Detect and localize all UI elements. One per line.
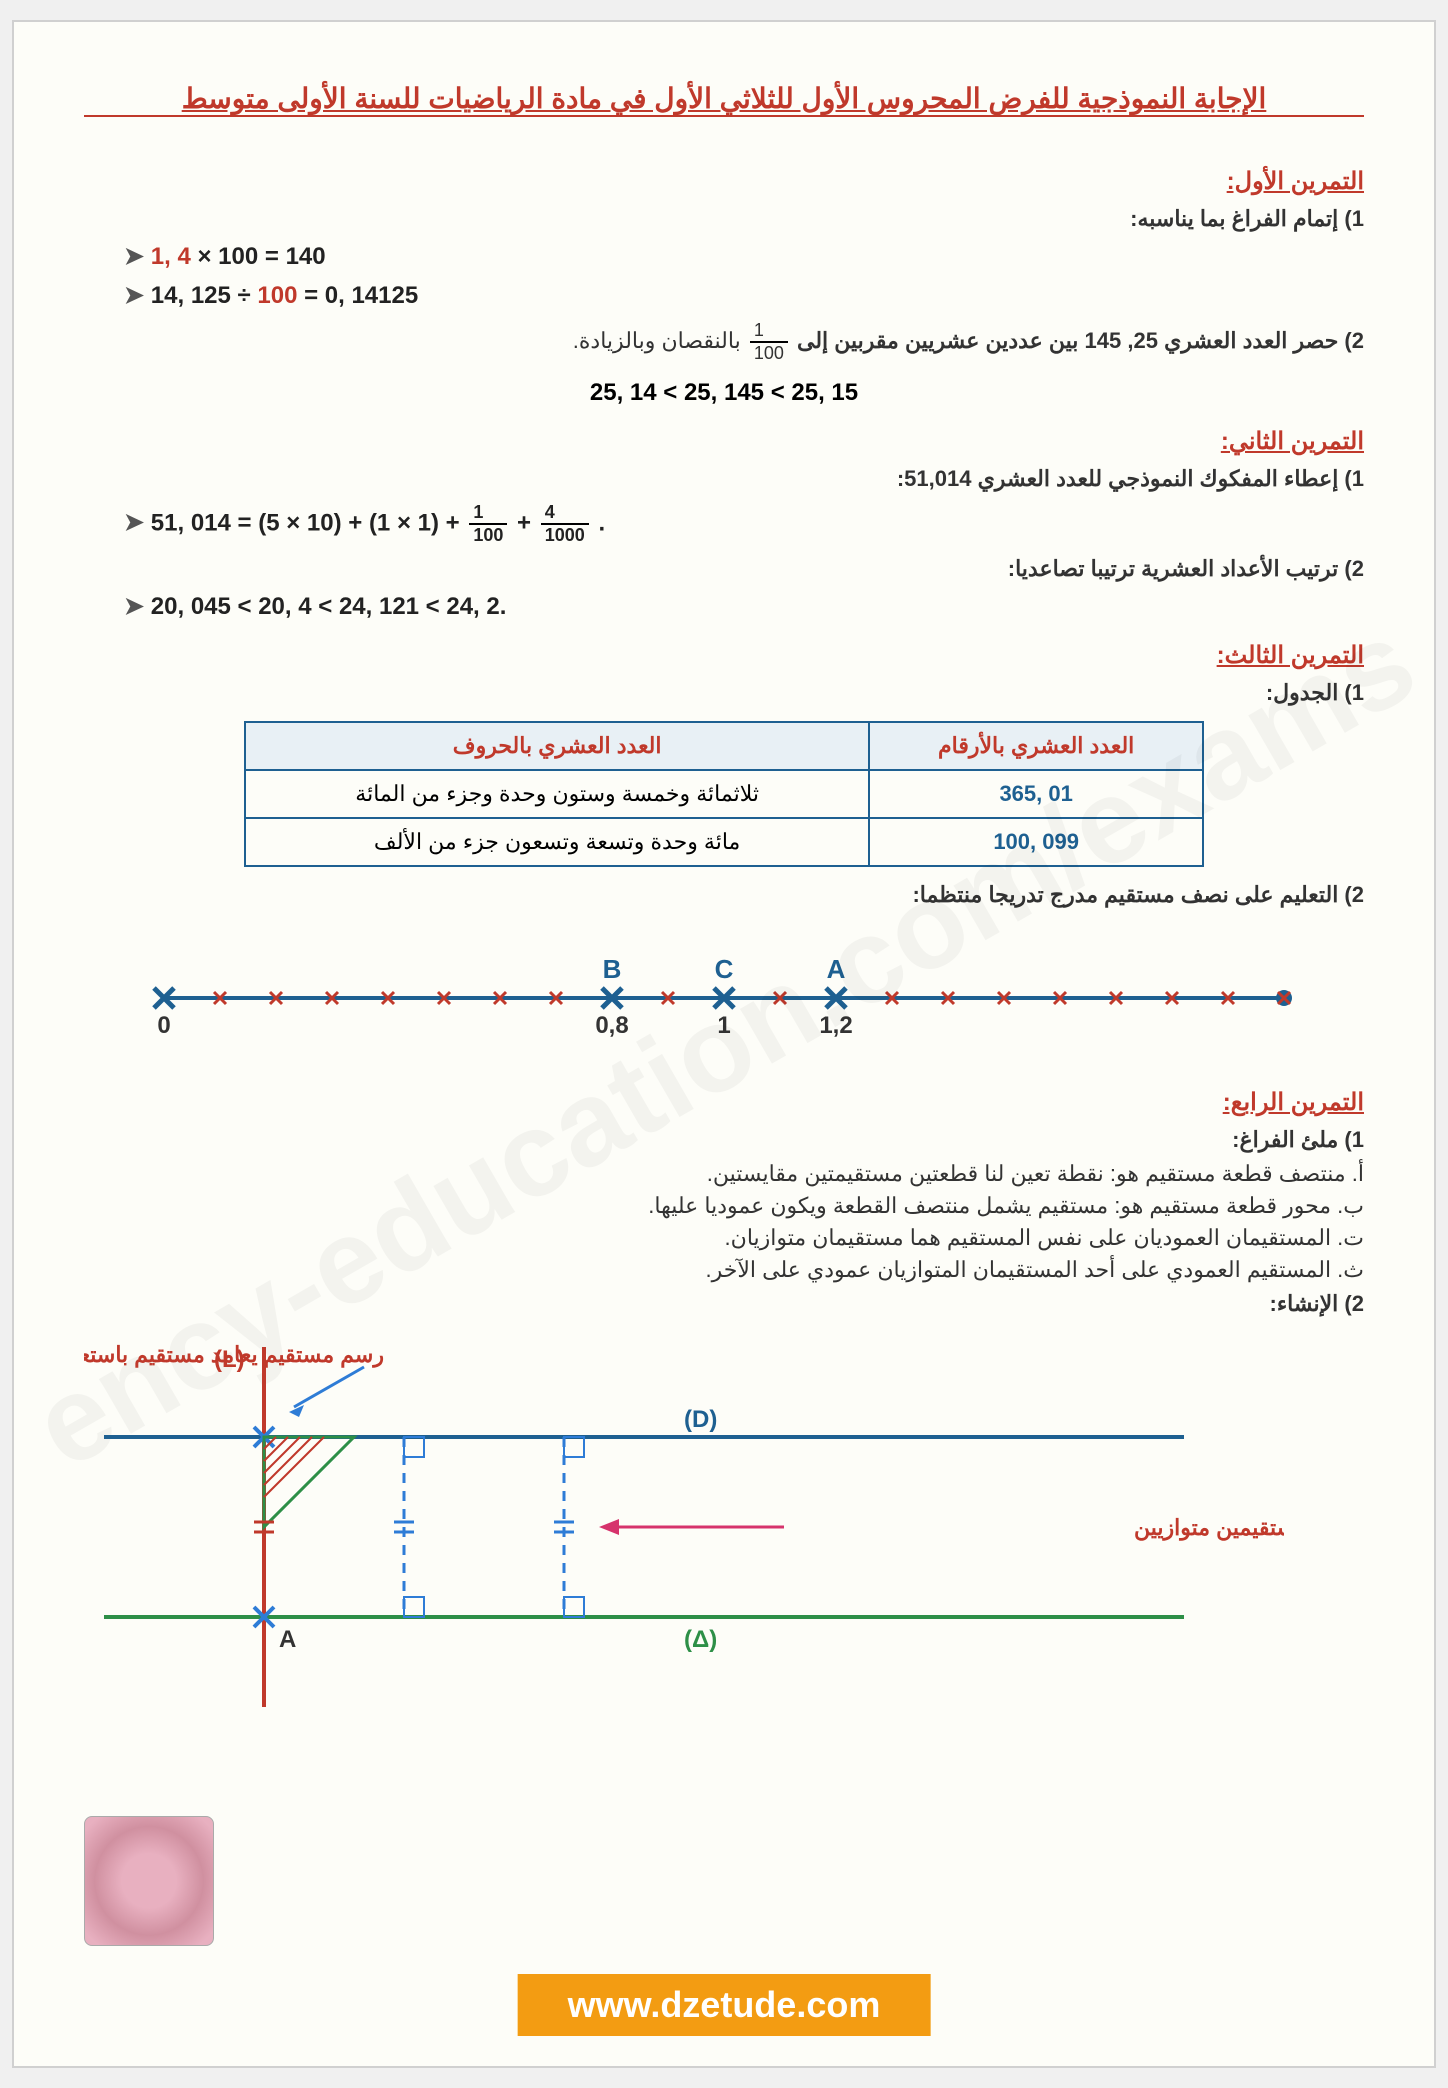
svg-text:(D): (D): [684, 1406, 717, 1433]
ex2-header: التمرين الثاني:: [84, 427, 1364, 456]
table-header-numbers: العدد العشري بالأرقام: [869, 722, 1203, 770]
ex4-d: ث. المستقيم العمودي على أحد المستقيمان ا…: [84, 1257, 1364, 1283]
table-cell-words: مائة وحدة وتسعة وتسعون جزء من الألف: [245, 818, 869, 866]
table-row: 100, 099 مائة وحدة وتسعة وتسعون جزء من ا…: [245, 818, 1203, 866]
svg-text:(Δ): (Δ): [684, 1626, 717, 1653]
svg-text:A: A: [827, 954, 846, 984]
ex1-q2: 2) حصر العدد العشري 25, 145 بين عددين عش…: [84, 320, 1364, 364]
ex1-eq1: 1, 4 × 100 = 140: [124, 242, 1324, 271]
svg-text:A: A: [279, 1626, 296, 1653]
svg-text:1,2: 1,2: [819, 1012, 852, 1039]
svg-text:B: B: [603, 954, 622, 984]
svg-text:0,8: 0,8: [595, 1012, 628, 1039]
table-cell-num: 365, 01: [869, 770, 1203, 818]
ex1-inequality: 25, 14 < 25, 145 < 25, 15: [84, 379, 1364, 407]
svg-text:0: 0: [157, 1012, 170, 1039]
ex4-header: التمرين الرابع:: [84, 1088, 1364, 1117]
table-cell-words: ثلاثمائة وخمسة وستون وحدة وجزء من المائة: [245, 770, 869, 818]
ex3-q2: 2) التعليم على نصف مستقيم مدرج تدريجا من…: [84, 882, 1364, 908]
ex4-q1: 1) ملئ الفراغ:: [84, 1127, 1364, 1153]
svg-text:طريقة المسافة الثابتة بين مستق: طريقة المسافة الثابتة بين مستقيمين متواز…: [1134, 1515, 1284, 1541]
ex4-b: ب. محور قطعة مستقيم هو: مستقيم يشمل منتص…: [84, 1193, 1364, 1219]
ex1-header: التمرين الأول:: [84, 167, 1364, 196]
stamp-seal: [84, 1816, 214, 1946]
main-title: الإجابة النموذجية للفرض المحروس الأول لل…: [84, 82, 1364, 117]
ex4-c: ت. المستقيمان العموديان على نفس المستقيم…: [84, 1225, 1364, 1251]
document-page: ency-education.com/exams الإجابة النموذج…: [12, 20, 1436, 2068]
ex2-q1: 1) إعطاء المفكوك النموذجي للعدد العشري 5…: [84, 466, 1364, 492]
ex2-expansion: 51, 014 = (5 × 10) + (1 × 1) + 1100 + 41…: [124, 502, 1324, 546]
ex1-q1: 1) إتمام الفراغ بما يناسبه:: [84, 206, 1364, 232]
table-cell-num: 100, 099: [869, 818, 1203, 866]
svg-text:C: C: [715, 954, 734, 984]
footer-url: www.dzetude.com: [518, 1974, 931, 2036]
ex2-order: 20, 045 < 20, 4 < 24, 121 < 24, 2.: [124, 592, 1324, 621]
table-header-words: العدد العشري بالحروف: [245, 722, 869, 770]
ex4-q2: 2) الإنشاء:: [84, 1291, 1364, 1317]
svg-text:1: 1: [717, 1012, 730, 1039]
svg-text:(L): (L): [214, 1346, 245, 1373]
ex3-q1: 1) الجدول:: [84, 680, 1364, 706]
ex3-header: التمرين الثالث:: [84, 641, 1364, 670]
ex2-q2: 2) ترتيب الأعداد العشرية ترتيبا تصاعديا:: [84, 556, 1364, 582]
ex3-table: العدد العشري بالأرقام العدد العشري بالحر…: [244, 721, 1204, 867]
construction-diagram: رسم مستقيم يعامد مستقيم باستعمال الكوس(L…: [84, 1337, 1364, 1717]
table-row: 365, 01 ثلاثمائة وخمسة وستون وحدة وجزء م…: [245, 770, 1203, 818]
number-line-diagram: 0 B 0,8 C 1 A 1,2: [124, 938, 1324, 1058]
ex4-a: أ. منتصف قطعة مستقيم هو: نقطة تعين لنا ق…: [84, 1161, 1364, 1187]
ex1-eq2: 14, 125 ÷ 100 = 0, 14125: [124, 281, 1324, 310]
